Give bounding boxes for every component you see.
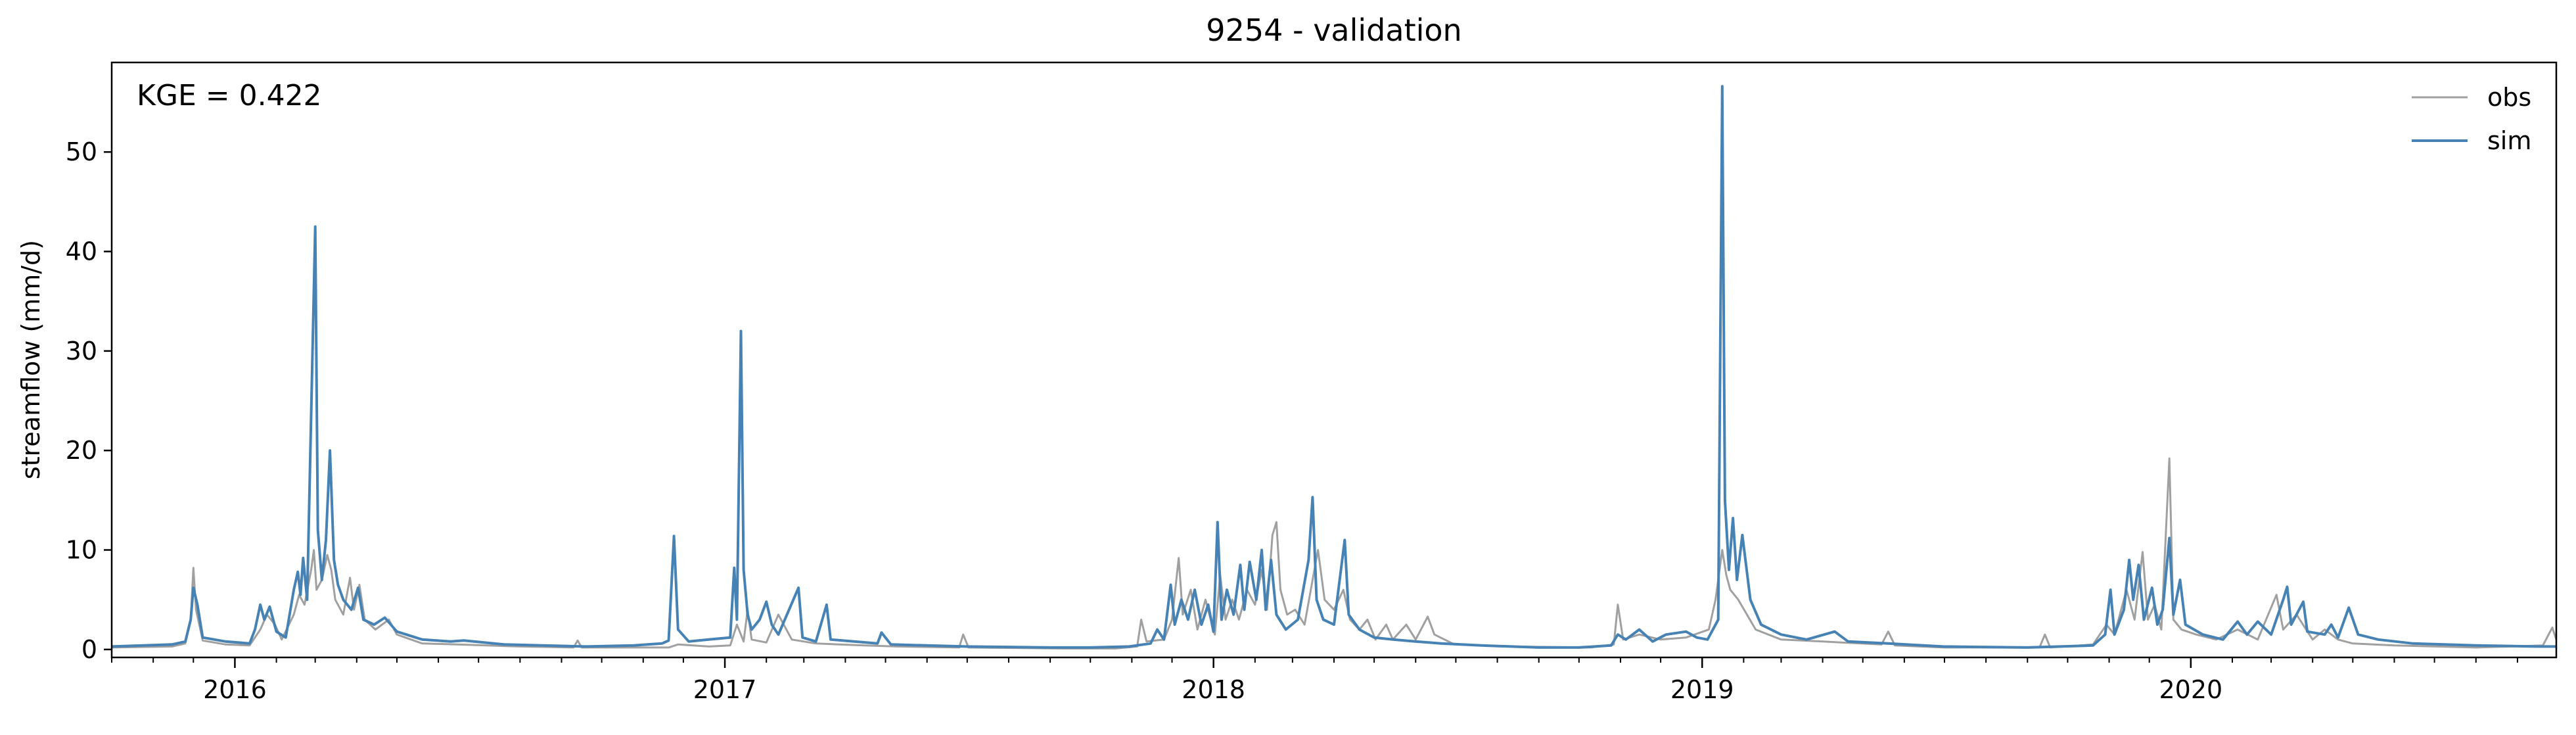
axis-layer: 0 10 20 30 40 50 2016 2017 2018 2019 2020 xyxy=(66,137,2518,704)
x-tick-label: 2019 xyxy=(1670,675,1734,704)
series-layer xyxy=(111,85,2558,650)
x-tick-label: 2016 xyxy=(203,675,267,704)
x-tick-label: 2018 xyxy=(1182,675,1245,704)
legend: obs sim xyxy=(2412,83,2531,155)
y-tick-label: 0 xyxy=(81,635,97,664)
y-tick-label: 30 xyxy=(66,337,97,366)
y-tick-label: 40 xyxy=(66,237,97,266)
series-line-obs xyxy=(111,457,2558,650)
y-tick-label: 50 xyxy=(66,137,97,166)
kge-annotation: KGE = 0.422 xyxy=(137,79,322,112)
legend-label-obs: obs xyxy=(2487,83,2531,112)
x-tick-label: 2017 xyxy=(693,675,757,704)
chart-title: 9254 - validation xyxy=(1206,12,1461,48)
x-tick-label: 2020 xyxy=(2159,675,2222,704)
series-line-sim xyxy=(111,85,2556,649)
y-axis-label: streamflow (mm/d) xyxy=(16,240,45,479)
y-tick-label: 20 xyxy=(66,436,97,465)
legend-label-sim: sim xyxy=(2487,126,2531,155)
y-tick-label: 10 xyxy=(66,536,97,565)
